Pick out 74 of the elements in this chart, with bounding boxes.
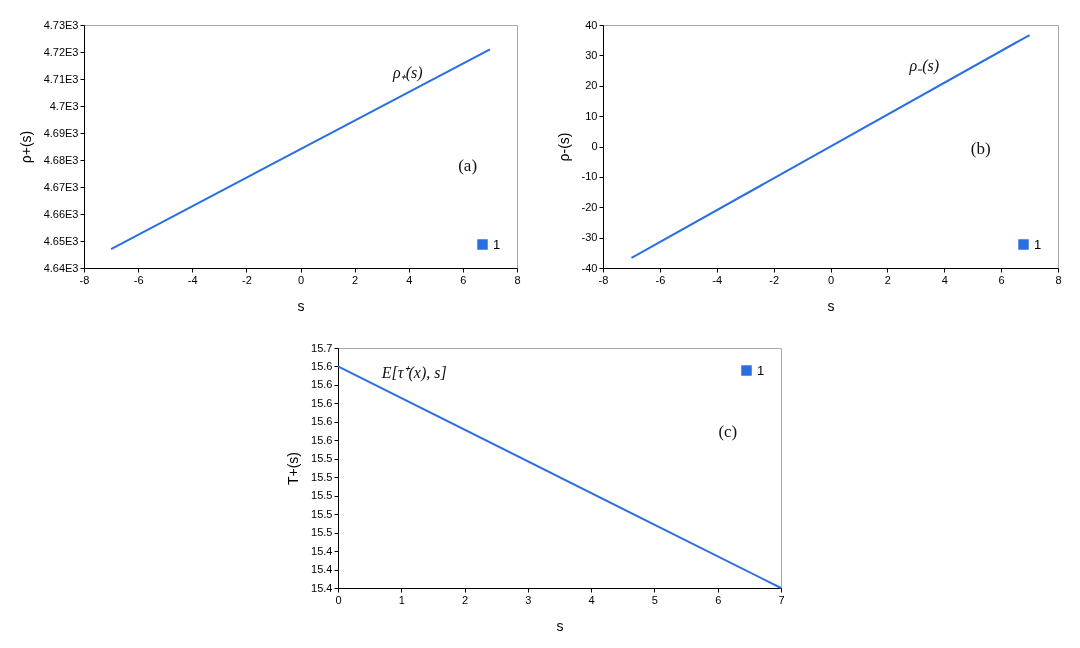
x-tick-label: 2 xyxy=(352,273,359,286)
x-tick-label: 4 xyxy=(588,593,595,606)
legend-label: 1 xyxy=(757,362,765,378)
y-tick-label: 4.64E3 xyxy=(43,261,79,274)
annotation: (b) xyxy=(970,138,991,158)
legend-label: 1 xyxy=(493,236,501,252)
y-tick-label: 4.67E3 xyxy=(43,180,79,193)
y-tick-label: 4.66E3 xyxy=(43,207,79,220)
y-tick-label: 15.7 xyxy=(311,341,333,354)
x-tick-label: -2 xyxy=(769,273,780,286)
x-tick-label: 3 xyxy=(525,593,532,606)
x-tick-label: -8 xyxy=(598,273,609,286)
y-tick-label: -10 xyxy=(581,170,598,183)
y-axis-title: ρ-(s) xyxy=(555,132,572,162)
y-tick-label: 15.6 xyxy=(311,415,333,428)
x-tick-label: 7 xyxy=(778,593,785,606)
y-tick-label: 15.6 xyxy=(311,378,333,391)
y-axis-title: T+(s) xyxy=(285,451,302,486)
x-tick-label: 0 xyxy=(827,273,835,286)
annotation: E[τ⁺(x), s] xyxy=(380,364,447,383)
y-tick-label: 15.4 xyxy=(311,581,333,594)
y-tick-label: -40 xyxy=(581,261,598,274)
y-axis-title: ρ+(s) xyxy=(17,130,34,164)
y-tick-label: 15.5 xyxy=(311,526,333,539)
y-tick-label: 0 xyxy=(591,140,598,152)
y-tick-label: 30 xyxy=(585,48,598,61)
y-tick-label: 15.6 xyxy=(311,359,333,372)
y-tick-label: 40 xyxy=(585,18,598,31)
y-tick-label: 4.65E3 xyxy=(43,234,79,247)
y-tick-label: 15.5 xyxy=(311,489,333,502)
y-tick-label: 4.71E3 xyxy=(43,72,79,85)
y-tick-label: 20 xyxy=(585,79,598,92)
y-tick-label: -20 xyxy=(581,200,598,213)
y-tick-label: 4.7E3 xyxy=(49,99,79,112)
y-tick-label: -30 xyxy=(581,231,598,244)
x-tick-label: 4 xyxy=(941,273,948,286)
y-tick-label: 15.4 xyxy=(311,563,333,576)
annotation: (c) xyxy=(718,422,738,441)
x-tick-label: -8 xyxy=(79,273,90,286)
x-tick-label: -4 xyxy=(712,273,723,286)
y-tick-label: 15.6 xyxy=(311,433,333,446)
y-tick-label: 15.5 xyxy=(311,452,333,465)
x-axis-title: s xyxy=(827,297,835,314)
y-tick-label: 4.69E3 xyxy=(43,126,79,139)
y-tick-label: 10 xyxy=(585,109,598,122)
y-tick-label: 15.5 xyxy=(311,507,333,520)
x-tick-label: -6 xyxy=(133,273,144,286)
y-tick-label: 15.6 xyxy=(311,396,333,409)
y-tick-label: 15.4 xyxy=(311,544,333,557)
y-tick-label: 4.72E3 xyxy=(43,45,79,58)
y-tick-label: 4.68E3 xyxy=(43,153,79,166)
x-tick-label: 8 xyxy=(1055,273,1062,286)
x-tick-label: 6 xyxy=(460,273,467,286)
annotation: ρ₊(s) xyxy=(392,64,423,83)
x-tick-label: 2 xyxy=(462,593,469,606)
x-tick-label: -4 xyxy=(187,273,198,286)
x-tick-label: 5 xyxy=(651,593,658,606)
y-tick-label: 4.73E3 xyxy=(43,18,79,31)
x-tick-label: 1 xyxy=(398,593,405,606)
annotation: ρ₋(s) xyxy=(908,57,940,76)
x-tick-label: 6 xyxy=(998,273,1005,286)
x-tick-label: 4 xyxy=(406,273,413,286)
x-tick-label: 2 xyxy=(884,273,891,286)
x-tick-label: 0 xyxy=(335,593,342,606)
annotation: (a) xyxy=(458,155,478,175)
x-tick-label: 8 xyxy=(514,273,521,286)
y-tick-label: 15.5 xyxy=(311,470,333,483)
legend-label: 1 xyxy=(1034,236,1042,252)
x-tick-label: -2 xyxy=(241,273,252,286)
x-tick-label: 6 xyxy=(715,593,722,606)
x-axis-title: s xyxy=(297,297,305,314)
x-tick-label: -6 xyxy=(655,273,666,286)
x-tick-label: 0 xyxy=(297,273,305,286)
x-axis-title: s xyxy=(556,617,564,634)
